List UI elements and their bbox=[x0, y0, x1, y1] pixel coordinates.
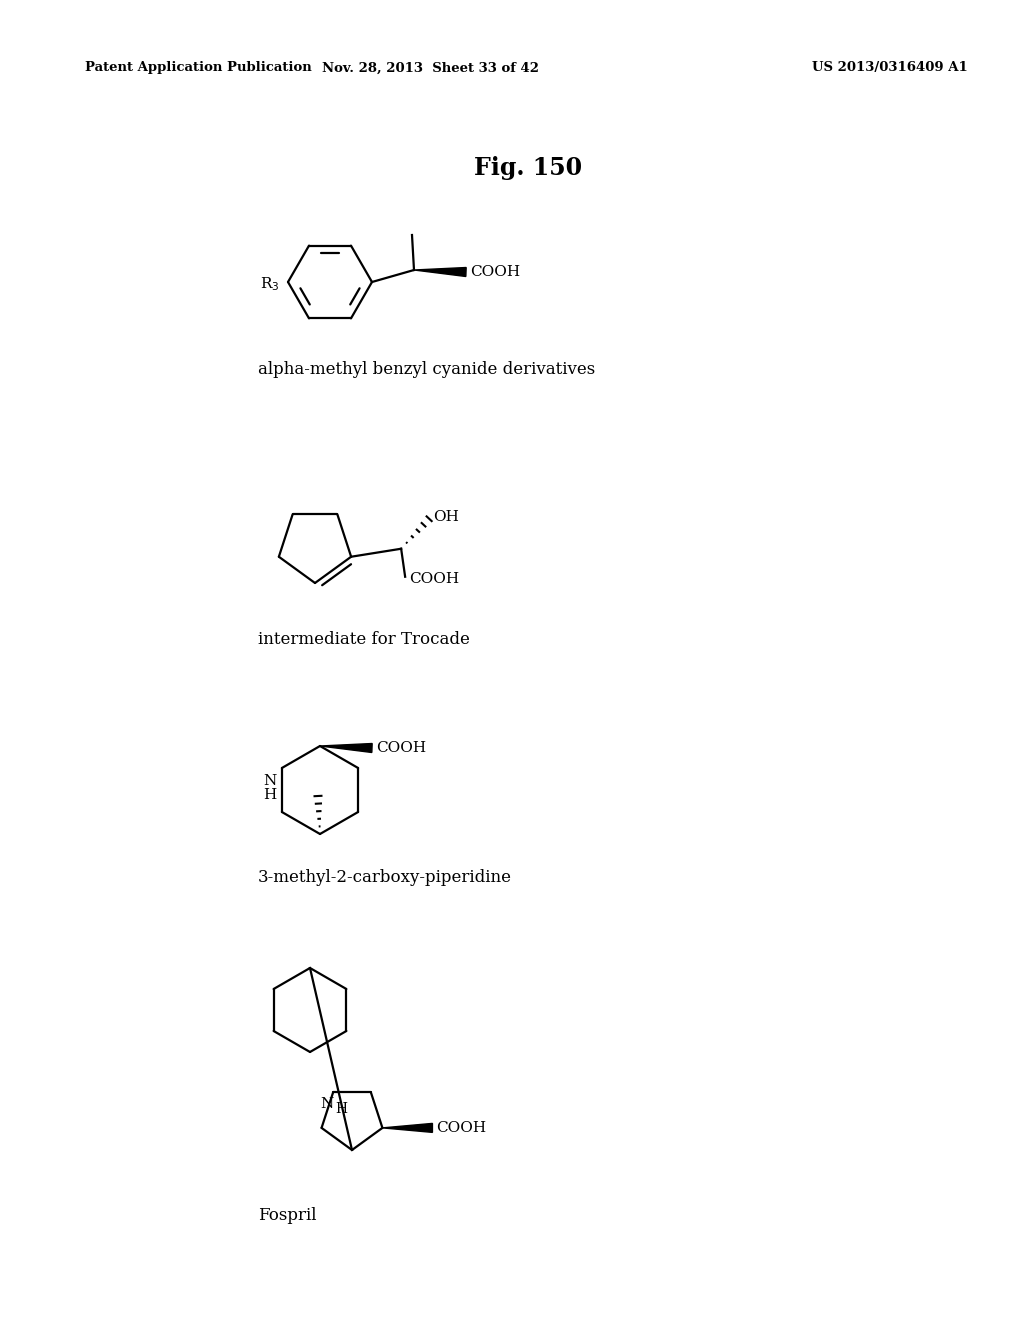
Text: N: N bbox=[263, 774, 276, 788]
Text: Nov. 28, 2013  Sheet 33 of 42: Nov. 28, 2013 Sheet 33 of 42 bbox=[322, 62, 539, 74]
Text: Fig. 150: Fig. 150 bbox=[474, 156, 582, 180]
Text: COOH: COOH bbox=[470, 265, 520, 279]
Text: R$_3$: R$_3$ bbox=[260, 275, 280, 293]
Text: COOH: COOH bbox=[376, 741, 426, 755]
Polygon shape bbox=[414, 268, 466, 276]
Text: N: N bbox=[321, 1097, 334, 1111]
Text: OH: OH bbox=[433, 510, 459, 524]
Polygon shape bbox=[382, 1123, 432, 1133]
Text: 3-methyl-2-carboxy-piperidine: 3-methyl-2-carboxy-piperidine bbox=[258, 870, 512, 887]
Text: intermediate for Trocade: intermediate for Trocade bbox=[258, 631, 470, 648]
Text: H: H bbox=[335, 1102, 347, 1117]
Text: US 2013/0316409 A1: US 2013/0316409 A1 bbox=[812, 62, 968, 74]
Polygon shape bbox=[319, 743, 372, 752]
Text: H: H bbox=[263, 788, 276, 803]
Text: Fospril: Fospril bbox=[258, 1206, 316, 1224]
Text: COOH: COOH bbox=[436, 1121, 486, 1135]
Text: COOH: COOH bbox=[410, 572, 460, 586]
Text: Patent Application Publication: Patent Application Publication bbox=[85, 62, 311, 74]
Text: alpha-methyl benzyl cyanide derivatives: alpha-methyl benzyl cyanide derivatives bbox=[258, 362, 595, 379]
